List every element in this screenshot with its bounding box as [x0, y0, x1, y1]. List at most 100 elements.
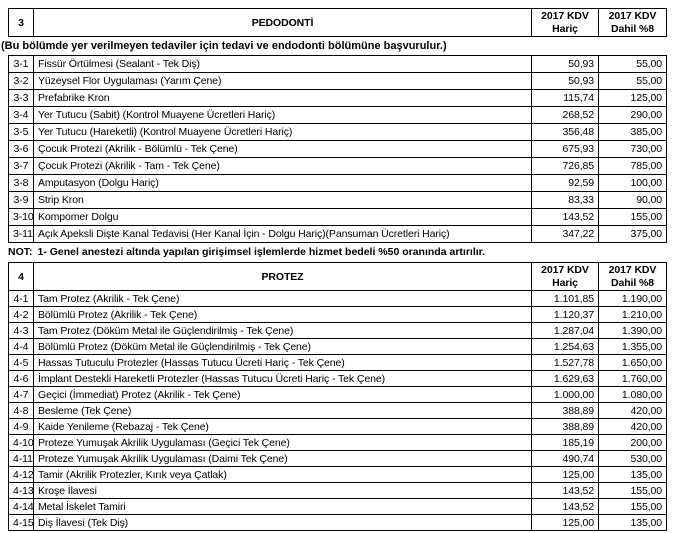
table-row: 4-9 Kaide Yenileme (Rebazaj - Tek Çene) 38… — [8, 418, 667, 435]
table-row: 3-5 Yer Tutucu (Hareketli) (Kontrol Muaye… — [8, 123, 667, 141]
row-code: 4-12 — [8, 466, 34, 483]
column-header-kdv-dahil: 2017 KDV Dahil %8 — [598, 262, 667, 291]
row-price-kdv-haric: 388,89 — [531, 418, 599, 435]
row-description: Metal İskelet Tamiri — [33, 498, 532, 515]
section-header-row: 3 PEDODONTİ 2017 KDV Hariç 2017 KDV Dahi… — [8, 8, 667, 37]
row-price-kdv-haric: 356,48 — [531, 123, 599, 141]
row-code: 3-5 — [8, 123, 34, 141]
table-row: 4-15 Diş İlavesi (Tek Diş) 125,00 135,00 — [8, 514, 667, 531]
row-code: 4-5 — [8, 354, 34, 371]
section-note: (Bu bölümde yer verilmeyen tedaviler içi… — [1, 40, 447, 52]
row-price-kdv-haric: 490,74 — [531, 450, 599, 467]
row-price-kdv-haric: 143,52 — [531, 498, 599, 515]
row-description: Proteze Yumuşak Akrilik Uygulaması (Geçi… — [33, 434, 532, 451]
column-header-kdv-dahil: 2017 KDV Dahil %8 — [598, 8, 667, 37]
row-description: Bölümlü Protez (Döküm Metal ile Güçlendi… — [33, 338, 532, 355]
table-row: 3-2 Yüzeysel Flor Uygulaması (Yarım Çene)… — [8, 72, 667, 90]
row-price-kdv-haric: 83,33 — [531, 191, 599, 209]
section-header-row: 4 PROTEZ 2017 KDV Hariç 2017 KDV Dahil %… — [8, 262, 667, 291]
column-header-line: 2017 KDV — [608, 9, 657, 22]
row-price-kdv-haric: 1.000,00 — [531, 386, 599, 403]
table-row: 4-4 Bölümlü Protez (Döküm Metal ile Güçle… — [8, 338, 667, 355]
row-code: 3-7 — [8, 157, 34, 175]
row-price-kdv-dahil: 155,00 — [598, 498, 667, 515]
row-code: 4-1 — [8, 290, 34, 307]
row-price-kdv-dahil: 290,00 — [598, 106, 667, 124]
row-price-kdv-haric: 50,93 — [531, 55, 599, 73]
row-price-kdv-dahil: 125,00 — [598, 89, 667, 107]
table-row: 3-4 Yer Tutucu (Sabit) (Kontrol Muayene Ü… — [8, 106, 667, 124]
row-price-kdv-haric: 1.254,63 — [531, 338, 599, 355]
row-description: Kaide Yenileme (Rebazaj - Tek Çene) — [33, 418, 532, 435]
section-protez: 4 PROTEZ 2017 KDV Hariç 2017 KDV Dahil %… — [0, 262, 673, 531]
table-row: 3-7 Çocuk Protezi (Akrilik - Tam - Tek Çe… — [8, 157, 667, 175]
table-row: 4-12 Tamir (Akrilik Protezler, Kırık veya… — [8, 466, 667, 483]
row-price-kdv-haric: 1.120,37 — [531, 306, 599, 323]
column-header-line: Dahil %8 — [611, 276, 654, 289]
table-row: 3-11 Açık Apeksli Dişte Kanal Tedavisi (H… — [8, 225, 667, 243]
row-code: 4-15 — [8, 514, 34, 531]
row-description: Kroşe İlavesi — [33, 482, 532, 499]
row-price-kdv-dahil: 1.760,00 — [598, 370, 667, 387]
row-description: Yüzeysel Flor Uygulaması (Yarım Çene) — [33, 72, 532, 90]
table-row: 4-1 Tam Protez (Akrilik - Tek Çene) 1.101,… — [8, 290, 667, 307]
row-price-kdv-haric: 347,22 — [531, 225, 599, 243]
row-code: 3-9 — [8, 191, 34, 209]
row-description: Besleme (Tek Çene) — [33, 402, 532, 419]
table-row: 3-1 Fissür Örtülmesi (Sealant - Tek Diş) 5… — [8, 55, 667, 73]
row-code: 4-4 — [8, 338, 34, 355]
row-code: 3-11 — [8, 225, 34, 243]
row-price-kdv-dahil: 1.210,00 — [598, 306, 667, 323]
table-row: 3-6 Çocuk Protezi (Akrilik - Bölümlü - Te… — [8, 140, 667, 158]
row-description: Prefabrike Kron — [33, 89, 532, 107]
row-price-kdv-dahil: 1.390,00 — [598, 322, 667, 339]
column-header-kdv-haric: 2017 KDV Hariç — [531, 8, 599, 37]
column-header-kdv-haric: 2017 KDV Hariç — [531, 262, 599, 291]
row-price-kdv-dahil: 420,00 — [598, 402, 667, 419]
row-code: 3-3 — [8, 89, 34, 107]
row-price-kdv-dahil: 420,00 — [598, 418, 667, 435]
row-price-kdv-dahil: 155,00 — [598, 208, 667, 226]
row-price-kdv-haric: 92,59 — [531, 174, 599, 192]
row-description: Çocuk Protezi (Akrilik - Tam - Tek Çene) — [33, 157, 532, 175]
row-price-kdv-dahil: 100,00 — [598, 174, 667, 192]
column-header-line: Dahil %8 — [611, 22, 654, 35]
row-price-kdv-haric: 726,85 — [531, 157, 599, 175]
table-row: 4-2 Bölümlü Protez (Akrilik - Tek Çene) 1.… — [8, 306, 667, 323]
row-price-kdv-haric: 1.527,78 — [531, 354, 599, 371]
row-price-kdv-haric: 1.101,85 — [531, 290, 599, 307]
column-header-line: 2017 KDV — [608, 263, 657, 276]
table-row: 3-3 Prefabrike Kron 115,74 125,00 — [8, 89, 667, 107]
row-description: Diş İlavesi (Tek Diş) — [33, 514, 532, 531]
table-row: 3-9 Strip Kron 83,33 90,00 — [8, 191, 667, 209]
row-price-kdv-dahil: 385,00 — [598, 123, 667, 141]
protez-table: 4 PROTEZ 2017 KDV Hariç 2017 KDV Dahil %… — [8, 262, 667, 531]
row-code: 4-10 — [8, 434, 34, 451]
section-title: PEDODONTİ — [33, 8, 532, 37]
row-description: Hassas Tutuculu Protezler (Hassas Tutucu… — [33, 354, 532, 371]
table-row: 4-13 Kroşe İlavesi 143,52 155,00 — [8, 482, 667, 499]
row-code: 4-3 — [8, 322, 34, 339]
row-description: Strip Kron — [33, 191, 532, 209]
row-price-kdv-dahil: 200,00 — [598, 434, 667, 451]
row-code: 4-13 — [8, 482, 34, 499]
row-price-kdv-haric: 143,52 — [531, 208, 599, 226]
row-code: 4-11 — [8, 450, 34, 467]
row-description: İmplant Destekli Hareketli Protezler (Ha… — [33, 370, 532, 387]
row-code: 4-7 — [8, 386, 34, 403]
row-code: 3-8 — [8, 174, 34, 192]
row-price-kdv-haric: 115,74 — [531, 89, 599, 107]
row-price-kdv-haric: 1.629,63 — [531, 370, 599, 387]
row-price-kdv-dahil: 1.190,00 — [598, 290, 667, 307]
table-row: 4-7 Geçici (İmmediat) Protez (Akrilik - T… — [8, 386, 667, 403]
section-pedodonti: 3 PEDODONTİ 2017 KDV Hariç 2017 KDV Dahi… — [0, 8, 673, 259]
table-row: 4-6 İmplant Destekli Hareketli Protezler … — [8, 370, 667, 387]
row-description: Fissür Örtülmesi (Sealant - Tek Diş) — [33, 55, 532, 73]
row-price-kdv-dahil: 90,00 — [598, 191, 667, 209]
row-description: Proteze Yumuşak Akrilik Uygulaması (Daim… — [33, 450, 532, 467]
row-price-kdv-haric: 185,19 — [531, 434, 599, 451]
row-code: 4-9 — [8, 418, 34, 435]
row-price-kdv-dahil: 1.650,00 — [598, 354, 667, 371]
row-price-kdv-haric: 388,89 — [531, 402, 599, 419]
row-code: 3-1 — [8, 55, 34, 73]
